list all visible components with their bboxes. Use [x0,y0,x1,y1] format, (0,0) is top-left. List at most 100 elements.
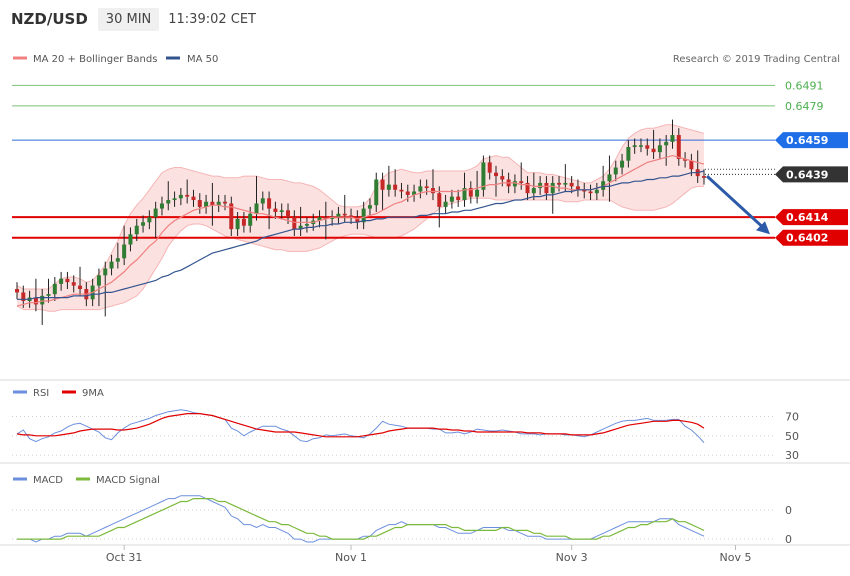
candle [197,193,202,214]
candle [632,138,637,154]
candle-body [538,182,543,189]
chart-header: NZD/USD 30 MIN 11:39:02 CET [0,6,256,32]
pivot-tag [775,132,848,149]
candle-body [292,217,297,230]
ma50-legend-label: MA 50 [187,54,218,65]
candle [141,215,146,233]
candle-body [216,201,221,206]
candle-body [557,182,562,185]
candle [393,169,398,197]
candle [96,268,101,307]
candle [664,135,669,166]
candle [519,162,524,190]
candle [374,172,379,213]
candle-body [260,198,265,204]
candle-body [588,191,593,194]
support-label: 0.6402 [786,232,828,245]
candle-body [494,172,499,177]
candle-body [424,186,429,189]
macd-signal-line [17,498,705,540]
candle [638,138,643,153]
candle-body [418,186,423,192]
candle-body [544,182,549,194]
candle [468,181,473,204]
candle [626,140,631,168]
bollinger-lower-line [16,185,704,312]
level-0-6459: 0.6459 [12,132,848,149]
candle-body [65,278,70,283]
candle-body [664,141,669,146]
candle [657,138,662,159]
ma50-line [17,170,705,300]
candle [134,218,139,242]
candle-body [33,297,38,305]
candle-body [254,203,259,214]
candle [260,191,265,211]
candle-body [317,217,322,221]
candle [349,208,354,224]
candle [512,174,517,194]
candle [525,176,530,201]
macd-legend: MACD MACD Signal [13,475,160,486]
candle [46,278,51,303]
candle-body [286,210,291,218]
candle [563,164,568,192]
candle [601,165,606,197]
rsi-tick-label: 70 [785,411,799,424]
candle-body [651,148,656,153]
candle-body [550,182,555,194]
candle-body [342,213,347,216]
candle-body [380,179,385,190]
candle [418,179,423,199]
support-tag [775,209,848,226]
candle-body [166,200,171,204]
candle [430,169,435,201]
candle-body [531,188,536,194]
timeframe-badge[interactable]: 30 MIN [97,7,160,31]
candle [670,119,675,149]
candle-body [147,217,152,223]
candle [613,160,618,182]
candle-body [71,282,76,286]
candle-body [304,224,309,226]
candle-body [159,203,164,209]
candle-body [399,189,404,192]
candle-body [330,217,335,219]
candle [71,275,76,293]
candle [594,182,599,201]
candle-body [500,176,505,180]
candle [607,155,612,202]
candle-body [607,174,612,182]
candle [172,191,177,207]
candle [115,242,120,269]
candle-body [128,234,133,245]
candle [185,179,190,204]
main-legend: MA 20 + Bollinger Bands MA 50 Research ©… [13,54,840,65]
candle [487,155,492,180]
current-price-tag [775,166,848,183]
candle [248,206,253,233]
candle [267,191,272,230]
candle [538,176,543,195]
ma9-legend-label: 9MA [82,388,104,399]
level-0-6439: 0.6439 [705,166,848,183]
candle [298,206,303,236]
candle-body [172,198,177,201]
level-0-6402: 0.6402 [12,229,848,246]
rsi-panel: 30 50 70 [12,409,799,462]
candle-body [563,182,568,185]
rsi-line [16,409,705,443]
candle [588,184,593,201]
bollinger-upper-line [16,124,705,290]
candle [166,181,171,211]
candle [443,194,448,214]
candle-body [638,145,643,147]
candle-body [645,145,650,149]
rsi-legend-label: RSI [33,388,49,399]
candle [557,176,562,192]
candle [399,182,404,199]
candle [676,128,681,166]
candle-body [134,225,139,235]
candle [544,176,549,201]
candle [683,152,688,168]
